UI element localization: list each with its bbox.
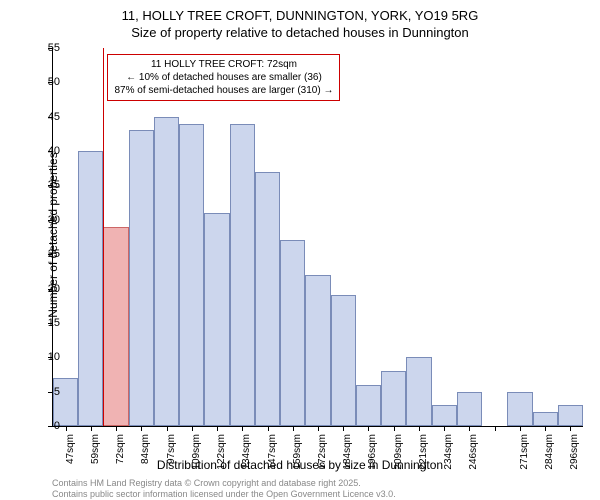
y-tick-label: 10: [32, 351, 60, 363]
x-tick-label: 47sqm: [65, 434, 76, 484]
x-tick-label: 196sqm: [367, 434, 378, 484]
annotation-line-2: ← 10% of detached houses are smaller (36…: [114, 71, 333, 84]
x-tick: [520, 426, 521, 431]
x-tick: [368, 426, 369, 431]
histogram-bar: [230, 124, 255, 426]
chart-container: 11, HOLLY TREE CROFT, DUNNINGTON, YORK, …: [0, 0, 600, 500]
chart-header: 11, HOLLY TREE CROFT, DUNNINGTON, YORK, …: [0, 0, 600, 42]
histogram-bar: [78, 151, 103, 426]
title-line-1: 11, HOLLY TREE CROFT, DUNNINGTON, YORK, …: [0, 8, 600, 25]
histogram-bar: [558, 405, 583, 426]
x-tick-label: 122sqm: [216, 434, 227, 484]
annotation-line-1: 11 HOLLY TREE CROFT: 72sqm: [114, 58, 333, 71]
x-tick-label: 97sqm: [166, 434, 177, 484]
histogram-bar: [204, 213, 229, 426]
histogram-bar: [179, 124, 204, 426]
plot-area: Number of detached properties 11 HOLLY T…: [52, 48, 583, 427]
histogram-bar: [457, 392, 482, 426]
y-tick-label: 20: [32, 283, 60, 295]
x-tick: [217, 426, 218, 431]
x-tick-label: 134sqm: [241, 434, 252, 484]
x-tick: [495, 426, 496, 431]
y-tick-label: 30: [32, 214, 60, 226]
x-tick: [293, 426, 294, 431]
histogram-bar: [280, 240, 305, 426]
x-tick-label: 271sqm: [519, 434, 530, 484]
x-tick: [570, 426, 571, 431]
histogram-bar: [533, 412, 558, 426]
x-tick-label: 84sqm: [140, 434, 151, 484]
x-tick: [318, 426, 319, 431]
x-tick-label: 59sqm: [90, 434, 101, 484]
x-tick: [192, 426, 193, 431]
x-tick-label: 147sqm: [267, 434, 278, 484]
x-tick-label: 284sqm: [544, 434, 555, 484]
annotation-box: 11 HOLLY TREE CROFT: 72sqm← 10% of detac…: [107, 54, 340, 101]
x-tick-label: 172sqm: [317, 434, 328, 484]
y-tick-label: 0: [32, 420, 60, 432]
x-tick-label: 234sqm: [443, 434, 454, 484]
marker-line: [103, 48, 104, 426]
x-tick: [66, 426, 67, 431]
histogram-bar: [305, 275, 330, 426]
x-tick-label: 159sqm: [292, 434, 303, 484]
footer-line-2: Contains public sector information licen…: [52, 489, 396, 500]
y-tick-label: 40: [32, 145, 60, 157]
x-tick: [419, 426, 420, 431]
x-tick: [469, 426, 470, 431]
histogram-bar-highlight: [103, 227, 128, 426]
x-tick-label: 72sqm: [115, 434, 126, 484]
histogram-bar: [129, 130, 154, 426]
x-tick: [444, 426, 445, 431]
y-tick-label: 25: [32, 248, 60, 260]
x-tick: [242, 426, 243, 431]
x-tick: [141, 426, 142, 431]
x-tick: [167, 426, 168, 431]
histogram-bar: [507, 392, 532, 426]
x-tick: [394, 426, 395, 431]
x-tick: [91, 426, 92, 431]
histogram-bar: [432, 405, 457, 426]
x-tick: [343, 426, 344, 431]
x-tick-label: 221sqm: [418, 434, 429, 484]
y-tick-label: 15: [32, 317, 60, 329]
x-tick-label: 184sqm: [342, 434, 353, 484]
x-tick-label: 296sqm: [569, 434, 580, 484]
y-tick-label: 5: [32, 386, 60, 398]
annotation-line-3: 87% of semi-detached houses are larger (…: [114, 84, 333, 97]
histogram-bar: [255, 172, 280, 426]
y-tick-label: 50: [32, 76, 60, 88]
x-tick-label: 246sqm: [468, 434, 479, 484]
title-line-2: Size of property relative to detached ho…: [0, 25, 600, 42]
histogram-bar: [154, 117, 179, 426]
x-tick-label: 209sqm: [393, 434, 404, 484]
y-tick-label: 45: [32, 111, 60, 123]
y-tick-label: 35: [32, 179, 60, 191]
x-tick-label: 109sqm: [191, 434, 202, 484]
x-tick: [116, 426, 117, 431]
histogram-bar: [406, 357, 431, 426]
x-tick: [545, 426, 546, 431]
histogram-bar: [331, 295, 356, 426]
histogram-bar: [356, 385, 381, 426]
histogram-bar: [381, 371, 406, 426]
y-tick-label: 55: [32, 42, 60, 54]
x-tick: [268, 426, 269, 431]
